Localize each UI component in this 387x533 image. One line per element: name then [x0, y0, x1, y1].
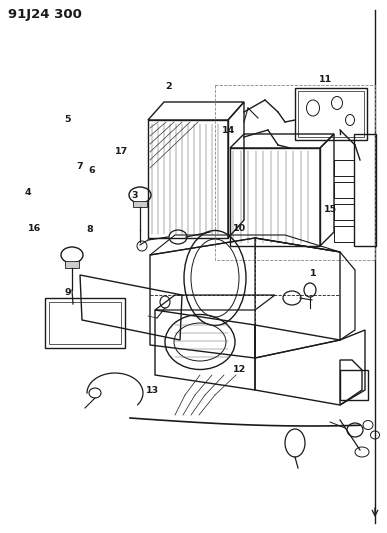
Text: 12: 12 — [233, 365, 246, 374]
Bar — [45, 298, 125, 348]
Bar — [133, 201, 147, 207]
Bar — [334, 204, 354, 220]
Text: 6: 6 — [89, 166, 96, 175]
Text: 13: 13 — [146, 386, 159, 394]
Text: 2: 2 — [165, 82, 172, 91]
Text: 17: 17 — [115, 148, 128, 156]
Bar — [148, 120, 228, 238]
Bar — [230, 148, 320, 246]
Bar — [334, 182, 354, 198]
Bar — [65, 261, 79, 268]
Bar — [298, 91, 364, 137]
Text: 14: 14 — [222, 126, 235, 135]
Text: 11: 11 — [319, 76, 332, 84]
Bar — [49, 302, 121, 344]
Text: 15: 15 — [324, 205, 337, 214]
Text: 8: 8 — [86, 225, 93, 233]
Text: 16: 16 — [28, 224, 41, 232]
Bar — [334, 226, 354, 242]
Bar — [295, 88, 367, 140]
Bar — [334, 160, 354, 176]
Bar — [354, 134, 376, 246]
Text: 9: 9 — [64, 288, 71, 296]
Text: 1: 1 — [310, 269, 317, 278]
Text: 3: 3 — [132, 191, 138, 199]
Text: 91J24 300: 91J24 300 — [8, 8, 82, 21]
Bar — [340, 370, 368, 400]
Text: 7: 7 — [77, 162, 84, 171]
Text: 10: 10 — [233, 224, 247, 233]
Text: 5: 5 — [65, 116, 71, 124]
Text: 4: 4 — [24, 189, 31, 197]
